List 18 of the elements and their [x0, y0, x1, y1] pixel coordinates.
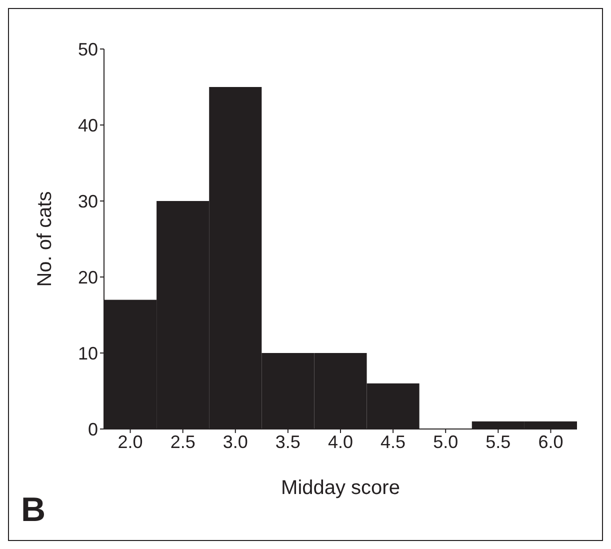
- x-tick-label: 6.0: [538, 432, 564, 452]
- x-axis-title: Midday score: [281, 477, 400, 499]
- text: B: [21, 491, 46, 530]
- y-axis-title: No. of cats: [34, 191, 56, 287]
- y-tick-label: 30: [78, 191, 98, 212]
- x-tick-label: 4.5: [380, 432, 406, 452]
- x-tick-label: 3.5: [275, 432, 300, 452]
- y-tick-label: 40: [78, 115, 98, 136]
- x-tick-label: 5.0: [433, 432, 458, 452]
- x-tick-label: 4.0: [328, 432, 354, 452]
- y-tick-label: 50: [78, 39, 98, 60]
- y-tick-label: 10: [78, 343, 98, 364]
- x-tick-label: 2.5: [170, 432, 196, 452]
- y-tick-label: 0: [88, 419, 98, 440]
- y-tick-label: 20: [78, 267, 98, 288]
- x-tick-label: 2.0: [118, 432, 143, 452]
- x-tick-label: 5.5: [486, 432, 511, 452]
- x-tick-label: 3.0: [222, 432, 248, 452]
